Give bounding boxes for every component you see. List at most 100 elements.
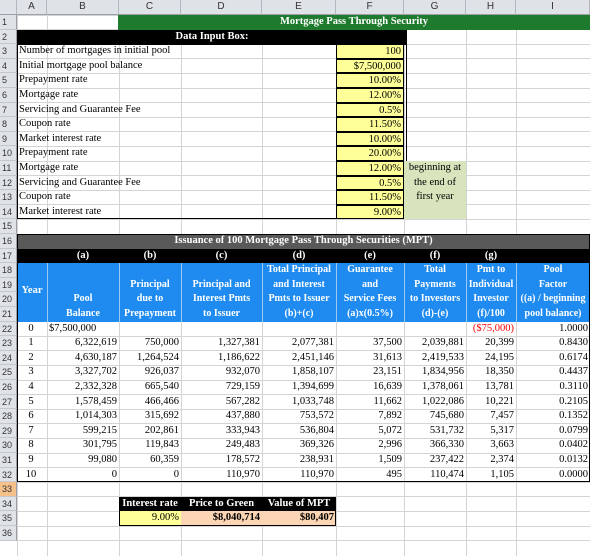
table-cell-f[interactable]: 2,419,533 <box>422 351 464 363</box>
table-cell-g[interactable]: 13,781 <box>485 381 514 392</box>
table-cell-h[interactable]: 1.0000 <box>559 322 588 334</box>
table-cell-b[interactable]: 60,359 <box>150 454 179 465</box>
input-value-field[interactable]: 11.50% <box>336 190 404 205</box>
table-cell-year[interactable]: 1 <box>28 337 34 349</box>
table-cell-g[interactable]: 1,105 <box>490 468 514 480</box>
header-g-line[interactable]: Pmt to <box>476 264 506 276</box>
column-header-g[interactable]: G <box>404 0 466 15</box>
table-cell-e[interactable]: 23,151 <box>373 366 402 378</box>
row-header-28[interactable]: 28 <box>0 409 17 424</box>
table-cell-year[interactable]: 2 <box>28 351 34 363</box>
input-value-field[interactable]: 100 <box>336 44 404 59</box>
column-letter[interactable]: (f) <box>429 249 441 261</box>
input-label[interactable]: Market interest rate <box>19 205 102 217</box>
table-cell-b[interactable]: 466,466 <box>144 395 179 407</box>
input-label[interactable]: Coupon rate <box>19 191 71 203</box>
input-value-field[interactable]: 11.50% <box>336 117 404 132</box>
table-cell-h[interactable]: 0.0799 <box>559 424 588 436</box>
table-cell-a[interactable]: 599,215 <box>82 424 117 436</box>
row-header-20[interactable]: 20 <box>0 292 17 307</box>
column-letter[interactable]: (c) <box>215 249 228 261</box>
input-value-field[interactable]: 10.00% <box>336 73 404 88</box>
summary-label[interactable]: Value of MPT <box>262 496 336 512</box>
header-f-line[interactable]: to Investors <box>409 293 461 305</box>
header-d-line[interactable]: Total Principal <box>267 264 331 276</box>
table-cell-e[interactable]: 5,072 <box>378 424 402 436</box>
table-cell-year[interactable]: 9 <box>28 454 34 465</box>
table-cell-b[interactable]: 750,000 <box>144 337 179 349</box>
row-header-14[interactable]: 14 <box>0 204 17 220</box>
summary-value[interactable]: $8,040,714 <box>181 511 262 526</box>
table-cell-g[interactable]: ($75,000) <box>472 322 514 334</box>
header-c-line[interactable]: Interest Pmts <box>192 293 251 305</box>
table-cell-h[interactable]: 0.8430 <box>559 337 588 349</box>
row-header-3[interactable]: 3 <box>0 44 17 59</box>
header-a-line[interactable]: Balance <box>66 308 100 319</box>
row-header-2[interactable]: 2 <box>0 29 17 45</box>
input-label[interactable]: Mortgage rate <box>19 89 79 100</box>
table-cell-b[interactable] <box>119 322 181 337</box>
table-cell-a[interactable]: 2,332,328 <box>75 381 117 392</box>
input-note-line[interactable]: beginning at <box>408 162 462 173</box>
table-cell-e[interactable]: 2,996 <box>378 439 402 451</box>
header-d-line[interactable]: Pmts to Issuer <box>268 293 330 305</box>
table-cell-year[interactable]: 7 <box>28 424 34 436</box>
table-cell-year[interactable]: 8 <box>28 439 34 451</box>
input-label[interactable]: Mortgage rate <box>19 162 79 173</box>
row-header-23[interactable]: 23 <box>0 336 17 351</box>
input-value-field[interactable]: 12.00% <box>336 161 404 176</box>
table-cell-f[interactable]: 237,422 <box>429 454 464 465</box>
header-h-line[interactable]: Pool <box>543 264 563 276</box>
table-cell-b[interactable]: 315,692 <box>144 410 179 422</box>
table-cell-h[interactable]: 0.3110 <box>559 381 589 392</box>
row-header-13[interactable]: 13 <box>0 190 17 205</box>
row-header-1[interactable]: 1 <box>0 15 17 30</box>
header-e-line[interactable]: and <box>361 278 379 290</box>
table-cell-d[interactable]: 110,970 <box>300 468 334 480</box>
row-header-33[interactable]: 33 <box>0 482 17 497</box>
column-header-d[interactable]: D <box>181 0 262 15</box>
table-cell-b[interactable]: 202,861 <box>144 424 179 436</box>
summary-value[interactable]: $80,407 <box>262 511 336 526</box>
table-cell-d[interactable]: 753,572 <box>299 410 334 422</box>
table-cell-g[interactable]: 2,374 <box>490 454 514 465</box>
row-header-15[interactable]: 15 <box>0 219 17 234</box>
row-header-22[interactable]: 22 <box>0 321 17 337</box>
input-value-field[interactable]: $7,500,000 <box>336 58 404 74</box>
table-cell-g[interactable]: 10,221 <box>485 395 514 407</box>
header-b-line[interactable]: Principal <box>130 278 170 290</box>
input-value-field[interactable]: 20.00% <box>336 146 404 161</box>
column-letter[interactable]: (d) <box>292 249 306 261</box>
table-cell-c[interactable]: 437,880 <box>225 410 260 422</box>
table-cell-h[interactable]: 0.0402 <box>559 439 588 451</box>
table-cell-e[interactable]: 11,662 <box>373 395 403 407</box>
table-cell-h[interactable]: 0.0132 <box>559 454 588 465</box>
table-cell-c[interactable]: 567,282 <box>225 395 260 407</box>
table-cell-f[interactable]: 745,680 <box>429 410 464 422</box>
column-letter[interactable]: (b) <box>143 249 157 261</box>
table-cell-year[interactable]: 0 <box>28 322 34 334</box>
column-header-f[interactable]: F <box>336 0 404 15</box>
header-c-line[interactable]: to Issuer <box>203 308 240 319</box>
input-value-field[interactable]: 12.00% <box>336 88 404 103</box>
row-header-32[interactable]: 32 <box>0 467 17 483</box>
header-c-line[interactable]: Principal and <box>192 278 251 290</box>
table-cell-year[interactable]: 6 <box>28 410 34 422</box>
table-cell-h[interactable]: 0.6174 <box>559 351 588 363</box>
row-header-26[interactable]: 26 <box>0 380 17 395</box>
table-cell-d[interactable]: 238,931 <box>299 454 334 465</box>
row-header-11[interactable]: 11 <box>0 161 17 176</box>
header-h-line[interactable]: Factor <box>538 278 568 290</box>
table-cell-h[interactable]: 0.0000 <box>559 468 588 480</box>
table-cell-c[interactable]: 178,572 <box>225 454 260 465</box>
select-all-corner[interactable] <box>0 0 17 15</box>
table-cell-f[interactable] <box>404 322 466 337</box>
table-cell-c[interactable]: 1,327,381 <box>218 337 260 349</box>
row-header-31[interactable]: 31 <box>0 453 17 468</box>
column-header-b[interactable]: B <box>47 0 119 15</box>
summary-label[interactable]: Price to Green <box>181 496 262 512</box>
row-header-24[interactable]: 24 <box>0 350 17 366</box>
summary-label[interactable]: Interest rate <box>119 496 181 512</box>
table-cell-f[interactable]: 1,022,086 <box>422 395 464 407</box>
table-cell-g[interactable]: 5,317 <box>490 424 514 436</box>
